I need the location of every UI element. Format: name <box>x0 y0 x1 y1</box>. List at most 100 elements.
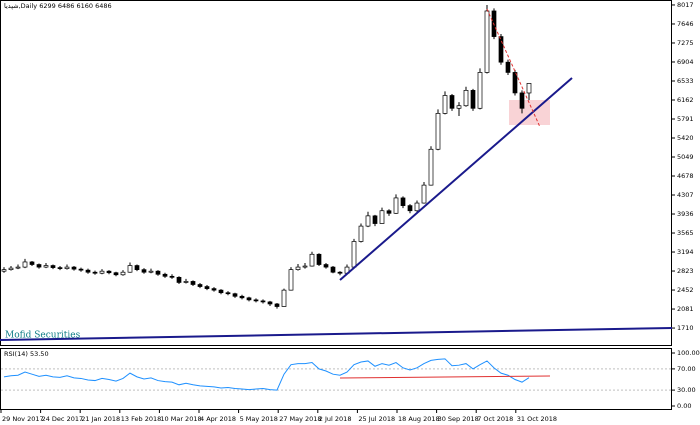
candle-body <box>442 95 448 114</box>
watermark: Mofid Securities <box>5 331 81 341</box>
x-tick-label: 2 Jul 2018 <box>319 415 352 423</box>
candle-body <box>99 270 105 274</box>
candle-body <box>106 270 112 274</box>
candle-body <box>260 300 266 303</box>
candle-body <box>71 266 77 270</box>
y-tick-label: 4678 <box>677 172 694 180</box>
candle-body <box>120 271 126 276</box>
y-tick-label: 6904 <box>677 58 694 66</box>
candle-body <box>50 265 56 268</box>
candle-body <box>43 265 49 268</box>
candle-body <box>365 215 371 227</box>
y-tick-label: 5791 <box>677 115 694 123</box>
candle-body <box>232 293 238 297</box>
symbol: شپدیا,Daily <box>4 2 37 10</box>
candle-body <box>470 90 476 109</box>
x-tick-label: 5 May 2018 <box>240 415 278 423</box>
candle-body <box>267 301 273 305</box>
candle-body <box>288 269 294 291</box>
candle-body <box>386 210 392 214</box>
candle-body <box>141 269 147 273</box>
candle-body <box>407 205 413 212</box>
candle-body <box>1 269 7 272</box>
candle-body <box>505 61 511 73</box>
long-trend-line <box>0 327 673 341</box>
candle-body <box>393 197 399 214</box>
candle-body <box>435 113 441 150</box>
candle-body <box>281 289 287 307</box>
x-tick-label: 31 Oct 2018 <box>517 415 557 423</box>
x-tick-label: 27 May 2018 <box>279 415 321 423</box>
candle-body <box>358 225 364 242</box>
candle-body <box>330 266 336 273</box>
marks <box>1 4 672 391</box>
candle-body <box>134 265 140 270</box>
candle-body <box>456 105 462 109</box>
candle-body <box>512 72 518 94</box>
y-tick-label: 8017 <box>677 1 694 9</box>
candle-body <box>197 284 203 287</box>
y-tick-label: 7275 <box>677 39 694 47</box>
candle-body <box>316 253 322 265</box>
candle-body <box>204 286 210 289</box>
candle-body <box>372 215 378 224</box>
candle-body <box>428 148 434 186</box>
candle-body <box>449 95 455 109</box>
candle-body <box>113 272 119 276</box>
candle-body <box>190 281 196 285</box>
y-tick-label: 2823 <box>677 267 694 275</box>
candle-body <box>92 271 98 274</box>
ohlc-low: 6160 <box>76 2 93 10</box>
candle-body <box>498 36 504 63</box>
candle-body <box>400 197 406 206</box>
candle-body <box>477 72 483 109</box>
candle-body <box>85 269 91 273</box>
y-tick-label: 3565 <box>677 229 694 237</box>
candle-body <box>155 270 161 275</box>
candle-body <box>274 303 280 307</box>
y-tick-label: 70.00 <box>677 365 696 373</box>
x-tick-label: 4 Apr 2018 <box>200 415 236 423</box>
candle-body <box>169 275 175 278</box>
x-tick-label: 7 Oct 2018 <box>477 415 513 423</box>
rsi-trend-line <box>339 375 551 379</box>
y-tick-label: 30.00 <box>677 386 696 394</box>
x-tick-label: 30 Sep 2018 <box>438 415 479 423</box>
candle-body <box>8 267 14 270</box>
candle-body <box>414 202 420 212</box>
candle-body <box>253 299 259 302</box>
rsi-title: RSI(14) 53.50 <box>4 350 49 358</box>
y-tick-label: 7646 <box>677 20 694 28</box>
candle-body <box>239 295 245 299</box>
x-tick-label: 13 Feb 2018 <box>121 415 161 423</box>
x-tick-label: 10 Mar 2018 <box>160 415 201 423</box>
candle-body <box>323 264 329 268</box>
candle-body <box>183 281 189 283</box>
x-tick-label: 24 Dec 2017 <box>42 415 84 423</box>
price-panel <box>0 0 672 346</box>
y-tick-label: 5049 <box>677 153 694 161</box>
y-tick-label: 2081 <box>677 305 694 313</box>
candle-body <box>225 292 231 295</box>
candle-body <box>211 288 217 291</box>
y-tick-label: 6533 <box>677 77 694 85</box>
y-tick-label: 2452 <box>677 286 694 294</box>
candle-body <box>64 266 70 269</box>
candle-body <box>337 271 343 274</box>
x-tick-label: 25 Jul 2018 <box>358 415 395 423</box>
rsi-line <box>3 358 530 391</box>
resistance-line <box>486 8 541 128</box>
y-tick-label: 6162 <box>677 96 694 104</box>
candle-body <box>379 210 385 224</box>
x-tick-label: 21 Jan 2018 <box>81 415 120 423</box>
y-tick-label: 1710 <box>677 324 694 332</box>
candle-body <box>484 10 490 73</box>
x-tick-label: 18 Aug 2018 <box>398 415 440 423</box>
rsi-panel <box>0 348 672 410</box>
y-tick-label: 3936 <box>677 210 694 218</box>
ohlc-close: 6486 <box>95 2 112 10</box>
candle-body <box>218 289 224 294</box>
symbol-header: شپدیا,Daily 6299 6486 6160 6486 <box>4 2 112 10</box>
